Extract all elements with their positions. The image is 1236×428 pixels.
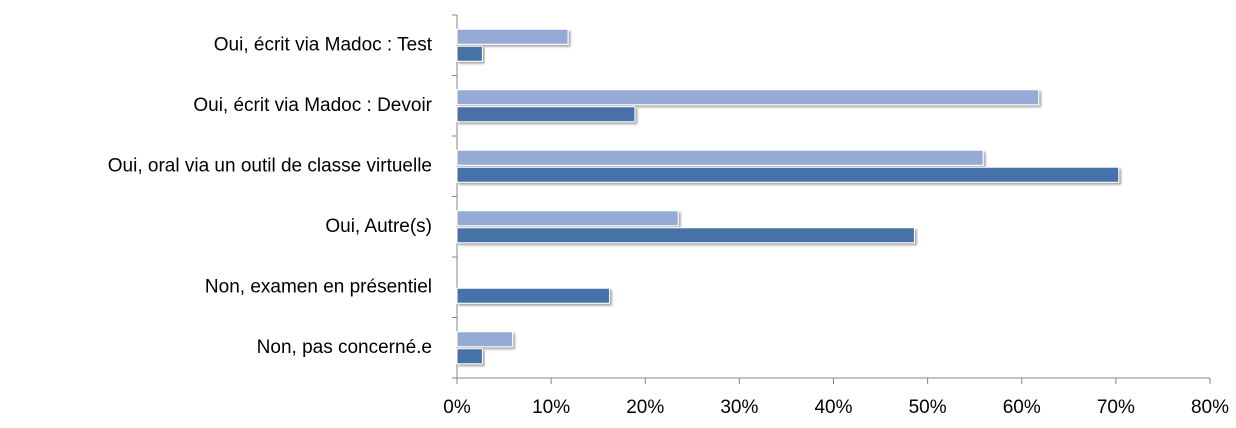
category-label: Oui, écrit via Madoc : Devoir [193,95,432,116]
x-tick-label: 50% [909,397,947,418]
bar-series-1 [456,28,569,45]
bar-series-1 [456,331,514,348]
x-tick-label: 20% [626,397,664,418]
x-tick-label: 80% [1191,397,1229,418]
category-label: Oui, écrit via Madoc : Test [214,34,433,55]
category-label: Oui, oral via un outil de classe virtuel… [108,155,432,176]
category-label: Non, examen en présentiel [205,276,432,297]
chart-axes [452,14,1211,384]
x-tick-label: 10% [532,397,570,418]
bar-series-2 [456,287,610,304]
x-tick-label: 0% [443,397,471,418]
x-tick-label: 40% [814,397,852,418]
category-label: Non, pas concerné.e [257,337,432,358]
bar-series-2 [456,106,636,123]
bar-series-2 [456,227,915,244]
x-tick-label: 60% [1003,397,1041,418]
bar-series-2 [456,45,483,62]
x-tick-label: 70% [1097,397,1135,418]
bar-series-1 [456,210,679,227]
x-tick-label: 30% [720,397,758,418]
bar-series-1 [456,89,1040,106]
bar-series-2 [456,166,1120,183]
bar-series-1 [456,149,984,166]
bar-series-2 [456,348,483,365]
x-axis-ticks: 0% 10% 20% 30% 40% 50% 60% 70% 80% [443,397,1229,418]
category-label: Oui, Autre(s) [325,216,432,237]
bars-group [456,28,1120,365]
category-labels: Oui, écrit via Madoc : Test Oui, écrit vi… [108,34,433,358]
